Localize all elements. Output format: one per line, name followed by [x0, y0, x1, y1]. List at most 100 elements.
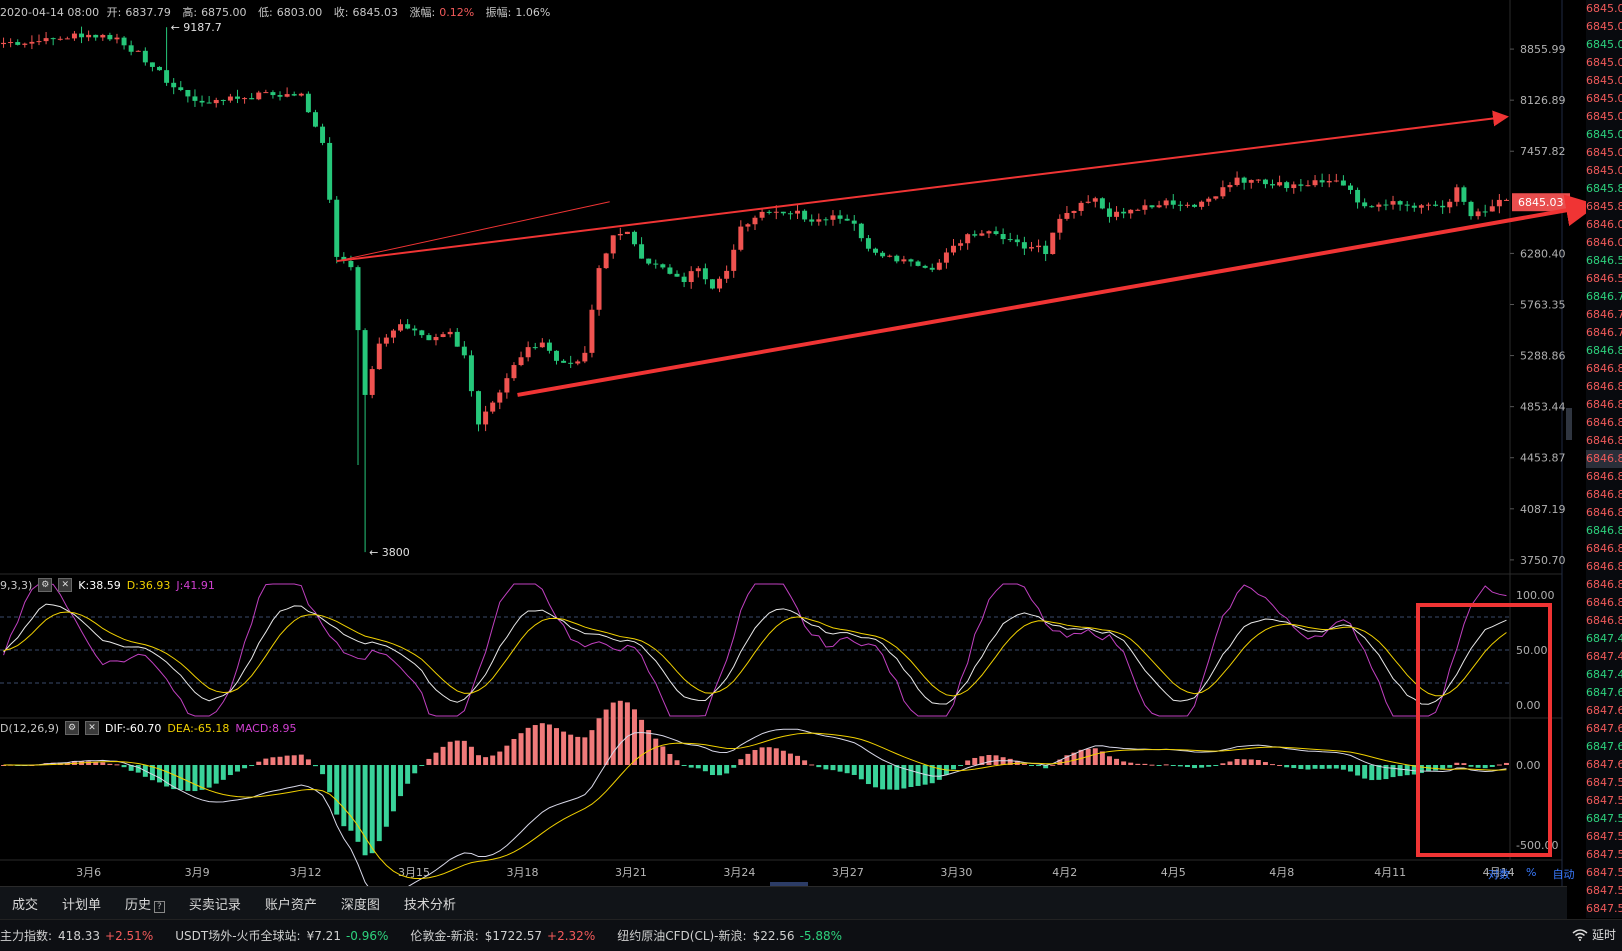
macd-histogram-bar: [1227, 761, 1233, 765]
macd-histogram-bar: [823, 765, 829, 770]
macd-histogram-bar: [497, 751, 503, 765]
price-ladder-row: 6845.0: [1586, 92, 1622, 105]
candle-body: [1, 42, 7, 45]
price-ladder-row: 6846.8: [1586, 450, 1622, 468]
ticker-value: $22.56: [752, 929, 795, 943]
price-ladder-row: 6846.8: [1586, 344, 1622, 357]
date-axis-label: 4月2: [1052, 866, 1077, 879]
panel-collapse-handle[interactable]: [770, 882, 808, 888]
candle-body: [43, 38, 49, 42]
candle-body: [1142, 205, 1148, 210]
macd-histogram-bar: [1234, 759, 1240, 765]
macd-histogram-bar: [851, 765, 857, 775]
candle-body: [816, 219, 822, 222]
candle-body: [1482, 211, 1488, 213]
macd-histogram-bar: [1114, 758, 1120, 765]
candle-body: [830, 215, 836, 220]
candle-body: [915, 261, 921, 266]
macd-histogram-bar: [1241, 759, 1247, 765]
tab-account-assets[interactable]: 账户资产: [253, 894, 329, 913]
macd-histogram-bar: [865, 765, 871, 785]
price-ladder-row: 6847.5: [1586, 794, 1622, 807]
candle-body: [738, 226, 744, 250]
date-axis-label: 4月5: [1161, 866, 1186, 879]
macd-histogram-bar: [362, 765, 368, 856]
macd-histogram-bar: [1071, 752, 1077, 765]
candle-body: [1447, 201, 1453, 208]
macd-histogram-bar: [766, 747, 772, 765]
candle-body: [1220, 187, 1226, 197]
candle-body: [192, 96, 198, 101]
candle-body: [1475, 211, 1481, 217]
close-value: 6845.03: [352, 6, 399, 19]
price-ladder-row: 6847.6: [1586, 758, 1622, 771]
candle-body: [100, 34, 106, 38]
macd-histogram-bar: [830, 765, 836, 771]
price-ladder-row: 6847.5: [1586, 902, 1622, 915]
ticker-item[interactable]: USDT场外-火币全球站: ¥7.21 -0.96%: [175, 927, 388, 944]
candle-body: [795, 210, 801, 214]
macd-histogram-bar: [1057, 759, 1063, 765]
tab-history[interactable]: 历史?: [113, 894, 177, 913]
macd-value: MACD:8.95: [235, 721, 297, 735]
macd-histogram-bar: [575, 736, 581, 765]
macd-histogram-bar: [504, 745, 510, 765]
macd-histogram-bar: [121, 765, 127, 768]
macd-histogram-bar: [568, 734, 574, 765]
percent-scale-toggle[interactable]: %: [1526, 866, 1537, 879]
ticker-item[interactable]: 纽约原油CFD(CL)-新浪: $22.56 -5.88%: [617, 927, 842, 944]
candle-body: [554, 350, 559, 361]
date-axis-label: 3月27: [832, 866, 864, 879]
tab-technical-analysis[interactable]: 技术分析: [392, 894, 468, 913]
macd-histogram-bar: [213, 765, 219, 784]
candle-body: [79, 33, 85, 38]
auto-scale-toggle[interactable]: 自动: [1552, 868, 1575, 881]
candle-body: [1227, 184, 1233, 188]
help-badge[interactable]: ?: [154, 900, 165, 913]
ticker-value: $1722.57: [484, 929, 543, 943]
candle-body: [837, 215, 843, 219]
macd-histogram-bar: [277, 756, 283, 765]
candle-body: [802, 210, 808, 220]
close-icon[interactable]: ✕: [85, 721, 100, 735]
candle-body: [249, 98, 255, 100]
ticker-item[interactable]: 伦敦金-新浪: $1722.57 +2.32%: [410, 927, 595, 944]
macd-histogram-bar: [1348, 765, 1353, 772]
macd-histogram-bar: [1050, 764, 1056, 766]
macd-histogram-bar: [759, 747, 765, 765]
macd-histogram-bar: [1454, 762, 1460, 765]
macd-histogram-bar: [958, 765, 964, 766]
candle-body: [433, 336, 439, 341]
close-icon[interactable]: ✕: [58, 578, 73, 592]
wifi-icon: [1572, 928, 1588, 941]
macd-histogram-bar: [249, 765, 255, 766]
candle-body: [128, 45, 134, 52]
gear-icon[interactable]: ⚙: [65, 721, 80, 735]
tab-trades[interactable]: 成交: [0, 894, 50, 913]
candle-body: [504, 378, 510, 393]
macd-histogram-bar: [837, 765, 843, 772]
macd-histogram-bar: [468, 746, 474, 765]
tab-plan-orders[interactable]: 计划单: [50, 894, 113, 913]
candle-body: [688, 271, 694, 283]
network-status: 延时: [1572, 926, 1616, 943]
macd-histogram-bar: [1220, 763, 1226, 765]
macd-histogram-bar: [1199, 765, 1205, 768]
tab-trade-records[interactable]: 买卖记录: [177, 894, 253, 913]
price-ladder-row: 6846.8: [1586, 416, 1622, 429]
ticker-item[interactable]: 主力指数: 418.33 +2.51%: [0, 927, 153, 944]
date-axis-label: 4月8: [1269, 866, 1294, 879]
market-ticker: 主力指数: 418.33 +2.51% USDT场外-火币全球站: ¥7.21 -0.9…: [0, 919, 1622, 951]
price-axis-label: 3750.70: [1520, 554, 1566, 567]
candle-body: [164, 70, 170, 83]
macd-histogram-bar: [901, 765, 907, 789]
candle-body: [1000, 234, 1006, 240]
current-price-tag: [1512, 193, 1570, 212]
tab-depth-chart[interactable]: 深度图: [329, 894, 392, 913]
macd-histogram-bar: [511, 738, 517, 765]
gear-icon[interactable]: ⚙: [38, 578, 53, 592]
price-ladder-row: 6846.8: [1586, 506, 1622, 519]
log-scale-toggle[interactable]: 对数: [1488, 868, 1510, 881]
low-extreme-label: ← 3800: [369, 546, 410, 559]
